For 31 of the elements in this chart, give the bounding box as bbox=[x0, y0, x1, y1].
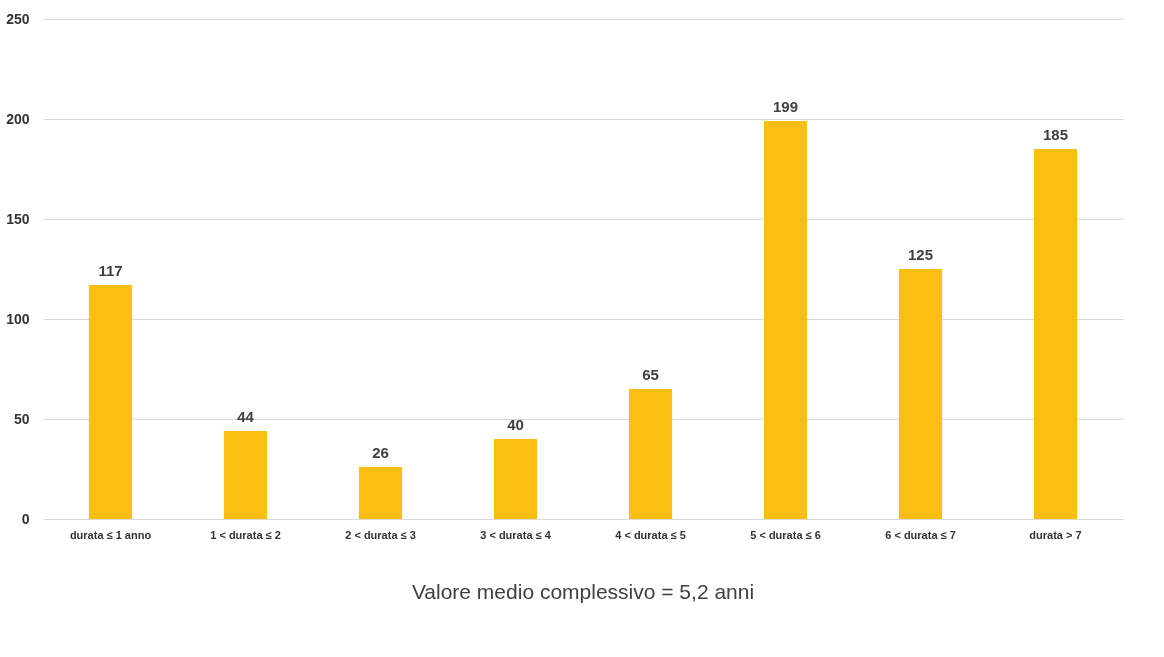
y-tick-label: 250 bbox=[6, 10, 30, 27]
data-label: 185 bbox=[1042, 126, 1069, 143]
bar bbox=[1033, 149, 1078, 519]
y-tick-label: 150 bbox=[6, 210, 30, 227]
bar bbox=[898, 269, 943, 519]
bar bbox=[223, 431, 268, 519]
x-tick-label: durata ≤ 1 anno bbox=[69, 528, 152, 541]
bar bbox=[628, 389, 673, 519]
data-label: 65 bbox=[642, 366, 659, 383]
x-tick-label: durata > 7 bbox=[1029, 528, 1082, 541]
bar bbox=[88, 285, 133, 519]
y-tick-label: 100 bbox=[6, 310, 30, 327]
bar bbox=[358, 467, 403, 519]
data-label: 26 bbox=[372, 444, 389, 461]
data-label: 40 bbox=[507, 416, 524, 433]
data-label: 125 bbox=[907, 246, 934, 263]
bar bbox=[493, 439, 538, 519]
text: Valore medio complessivo = 5,2 anni bbox=[411, 580, 755, 603]
y-tick-label: 0 bbox=[21, 510, 30, 527]
y-tick-label: 50 bbox=[13, 410, 30, 427]
x-tick-label: 5 < durata ≤ 6 bbox=[750, 528, 821, 541]
data-label: 44 bbox=[237, 408, 255, 425]
y-tick-label: 200 bbox=[6, 110, 30, 127]
x-tick-label: 3 < durata ≤ 4 bbox=[480, 528, 552, 541]
x-tick-label: 6 < durata ≤ 7 bbox=[885, 528, 956, 541]
x-tick-label: 4 < durata ≤ 5 bbox=[615, 528, 686, 541]
x-tick-label: 2 < durata ≤ 3 bbox=[345, 528, 416, 541]
data-label: 117 bbox=[98, 262, 123, 279]
x-tick-label: 1 < durata ≤ 2 bbox=[210, 528, 281, 541]
bar bbox=[763, 121, 808, 519]
data-label: 199 bbox=[772, 98, 799, 115]
